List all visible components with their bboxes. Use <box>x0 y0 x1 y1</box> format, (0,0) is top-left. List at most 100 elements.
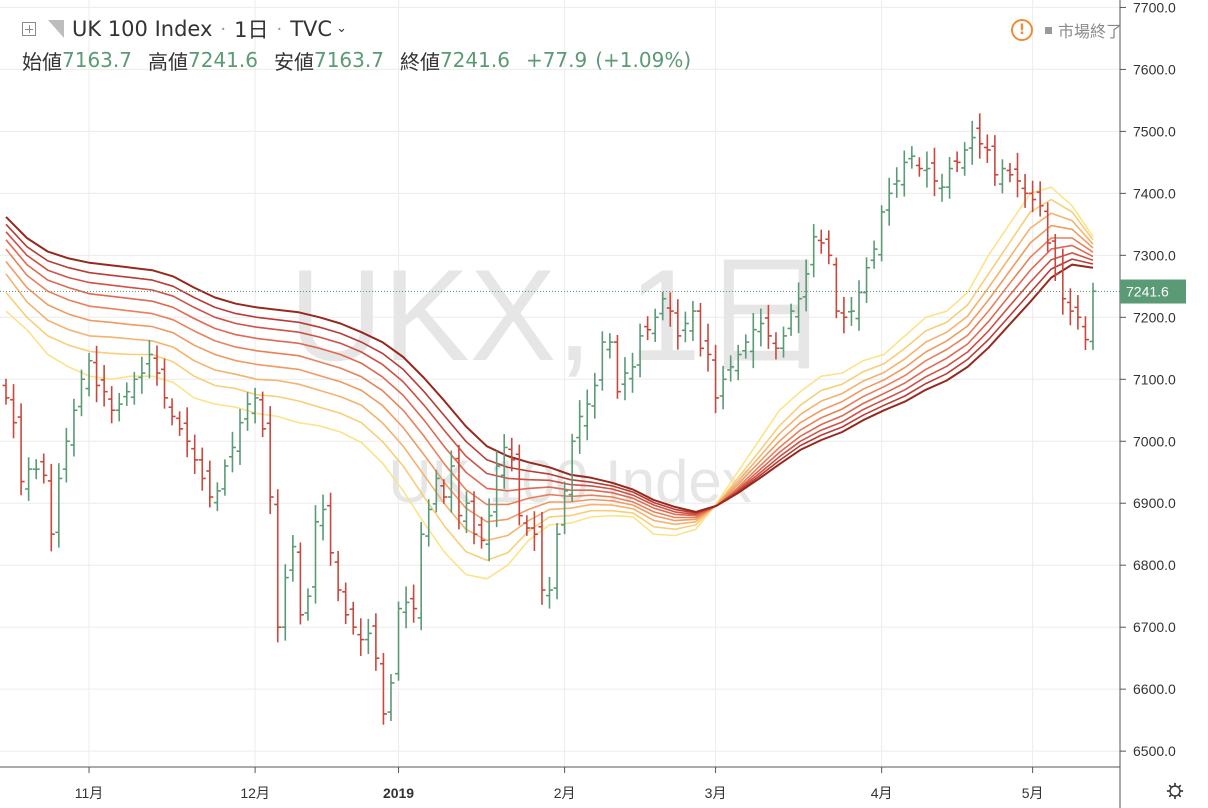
symbol-row: UK 100 Index · 1日 · TVC ⌄ <box>22 14 699 44</box>
price-bar <box>983 134 991 163</box>
price-bar <box>1036 181 1044 217</box>
price-bar <box>696 302 704 357</box>
price-bar <box>500 434 508 489</box>
price-bar <box>447 450 455 513</box>
symbol-name[interactable]: UK 100 Index <box>72 17 213 41</box>
ema-line-1 <box>5 186 1094 580</box>
ema-line-5 <box>5 237 1094 519</box>
price-bar <box>900 150 908 197</box>
price-bar <box>176 411 184 436</box>
change-percent: (+1.09%) <box>595 48 692 72</box>
price-bar <box>795 282 803 334</box>
price-bar <box>10 384 18 439</box>
settings-gear-icon[interactable] <box>1166 782 1184 800</box>
price-bar <box>251 387 259 424</box>
price-bar <box>523 515 531 536</box>
exchange[interactable]: TVC <box>290 17 333 41</box>
price-bar <box>674 299 682 350</box>
price-bar <box>712 344 720 414</box>
price-bar <box>1029 180 1037 213</box>
last-price-tag-text: 7241.6 <box>1126 284 1169 300</box>
price-bar <box>440 479 448 504</box>
time-tick-label: 12月 <box>240 785 270 801</box>
high-label: 高値 <box>147 49 188 74</box>
close-label: 終値 <box>399 49 440 74</box>
price-bar <box>77 369 85 417</box>
price-bar <box>810 224 818 278</box>
price-tick-label: 6800.0 <box>1133 557 1176 573</box>
price-bar <box>591 372 599 419</box>
price-bar <box>334 550 342 602</box>
price-bar <box>304 588 312 621</box>
time-tick-label: 5月 <box>1022 785 1044 801</box>
price-bar <box>1066 288 1074 326</box>
interval[interactable]: 1日 <box>234 18 269 42</box>
price-bar <box>923 151 931 188</box>
price-bar <box>644 316 652 341</box>
price-bar <box>244 392 252 431</box>
separator: · <box>220 18 227 40</box>
legend: UK 100 Index · 1日 · TVC ⌄ 始値 7163.7 高値 7… <box>22 14 699 76</box>
price-bar <box>998 159 1006 194</box>
price-bar <box>221 459 229 496</box>
price-bar <box>1081 316 1089 351</box>
price-tick-label: 6700.0 <box>1133 619 1176 635</box>
price-bar <box>432 469 440 513</box>
price-bar <box>62 427 70 483</box>
price-bar <box>2 378 10 405</box>
price-bar <box>621 357 629 401</box>
ema-ribbon <box>5 186 1094 580</box>
price-bar <box>108 386 116 424</box>
price-bar <box>840 296 848 334</box>
price-bar <box>636 323 644 378</box>
price-bar <box>168 398 176 426</box>
price-bar <box>100 365 108 407</box>
price-bar <box>757 308 765 347</box>
price-bar <box>93 345 101 403</box>
price-bar <box>915 157 923 177</box>
expand-icon[interactable] <box>22 22 36 36</box>
price-bar <box>598 331 606 391</box>
price-bar <box>40 453 48 484</box>
ema-line-6 <box>5 239 1094 517</box>
price-bar <box>802 259 810 312</box>
price-bar <box>583 389 591 441</box>
price-bar <box>402 586 410 629</box>
price-bar <box>885 177 893 226</box>
price-bar <box>266 406 274 515</box>
ema-line-7 <box>5 231 1094 516</box>
price-bar <box>493 450 501 528</box>
price-bar <box>893 167 901 198</box>
price-bar <box>561 481 569 535</box>
low-value: 7163.7 <box>313 48 384 72</box>
price-bar <box>546 576 553 609</box>
price-bar <box>342 582 350 625</box>
price-bar <box>1051 234 1059 281</box>
price-bar <box>1059 248 1067 315</box>
price-tick-label: 7200.0 <box>1133 309 1176 325</box>
chevron-down-icon[interactable]: ⌄ <box>336 20 347 36</box>
price-bar <box>930 147 938 197</box>
price-bar <box>183 407 191 458</box>
price-bar <box>870 240 878 269</box>
price-bar <box>228 431 236 473</box>
time-tick-label: 2019 <box>383 785 414 801</box>
price-bar <box>395 601 403 681</box>
ema-line-2 <box>5 198 1094 562</box>
price-bar <box>455 444 463 530</box>
price-bar <box>236 408 244 465</box>
price-axis[interactable]: 6500.0 6600.0 6700.0 6800.0 6900.0 7000.0 7100… <box>1119 0 1208 808</box>
time-axis[interactable]: 11月 12月 2019 2月 3月 4月 5月 <box>0 766 1120 801</box>
price-bar <box>515 444 523 526</box>
watermark: UKX, 1日 UK 100 Index <box>289 242 831 515</box>
price-bar <box>681 311 689 343</box>
price-bar <box>319 494 327 541</box>
price-bar <box>85 352 93 397</box>
warning-icon[interactable]: ! <box>1010 19 1033 41</box>
price-bar <box>357 618 365 656</box>
watermark-title: UK 100 Index <box>388 448 752 515</box>
price-bar <box>259 391 267 438</box>
market-status-text: 市場終了 <box>1057 22 1122 41</box>
